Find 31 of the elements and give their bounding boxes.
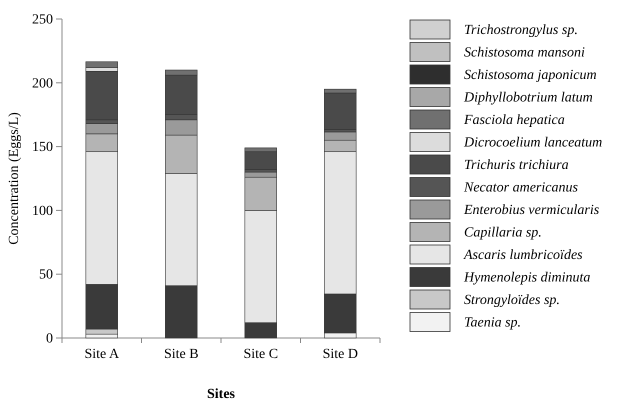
bar xyxy=(244,151,277,170)
y-tick-label: 50 xyxy=(39,268,53,283)
legend-label: Hymenolepis diminuta xyxy=(463,270,590,286)
y-tick-label: 250 xyxy=(32,12,53,28)
legend-label: Diphyllobotrium latum xyxy=(463,90,593,106)
x-tick-label: Site D xyxy=(322,346,358,362)
y-tick-label: 150 xyxy=(32,140,53,156)
legend-label: Trichuris trichiura xyxy=(464,158,569,173)
bar xyxy=(86,61,118,68)
legend-label: Enterobius vermicularis xyxy=(463,203,600,218)
y-tick-label: 100 xyxy=(32,204,53,219)
bar xyxy=(86,71,118,120)
y-tick-label: 200 xyxy=(32,76,53,92)
legend-label: Ascaris lumbricoïdes xyxy=(463,248,584,263)
x-axis-title: Sites xyxy=(207,387,236,402)
y-tick-label: 0 xyxy=(46,331,53,346)
x-tick-label: Site B xyxy=(164,346,199,362)
legend-label: Necator americanus xyxy=(463,180,578,196)
legend-label: Schistosoma japonicum xyxy=(464,68,597,83)
bar xyxy=(86,334,118,338)
legend-label: Capillaria sp. xyxy=(464,226,542,240)
legend-label: Strongyloïdes sp. xyxy=(464,293,560,308)
bar xyxy=(324,92,356,130)
y-axis-title: Concentration (Eggs/L) xyxy=(7,112,22,245)
legend-label: Dicrocoelium lanceatum xyxy=(463,136,602,150)
legend-label: Trichostrongylus sp. xyxy=(464,23,578,38)
legend-label: Taenia sp. xyxy=(464,316,522,330)
x-tick-label: Site A xyxy=(84,346,120,362)
legend-label: Fasciola hepatica xyxy=(463,113,565,128)
x-tick-label: Site C xyxy=(243,346,278,362)
legend-label: Schistosoma mansoni xyxy=(464,46,586,60)
